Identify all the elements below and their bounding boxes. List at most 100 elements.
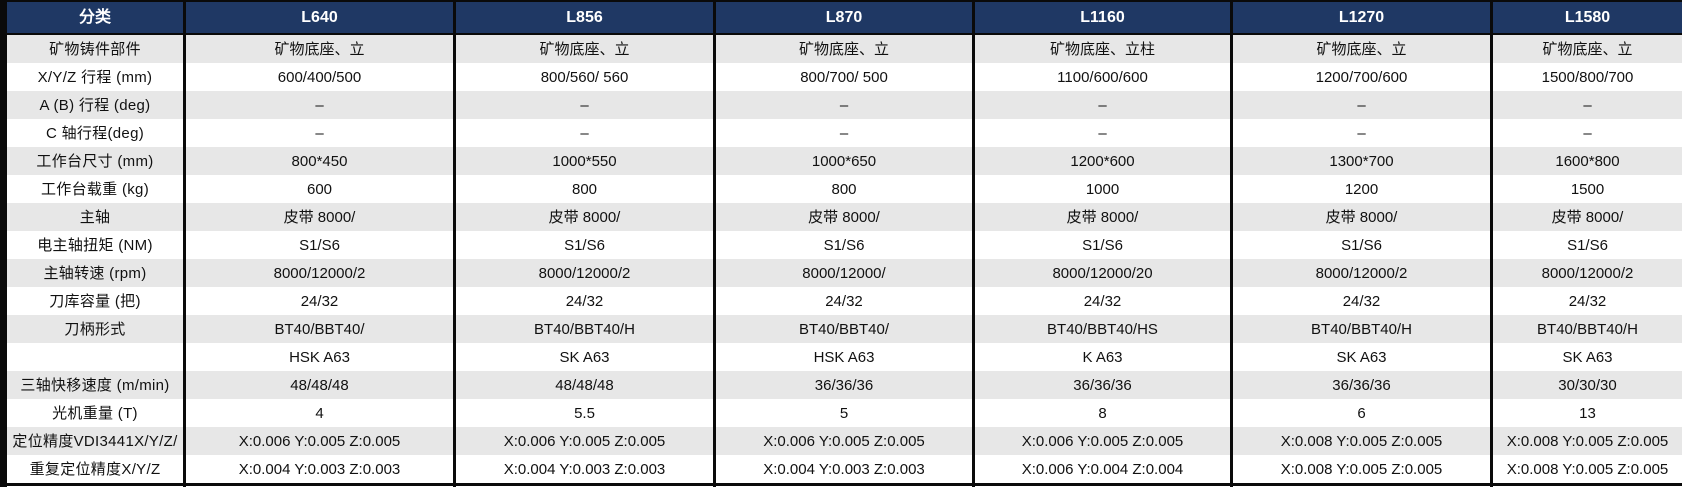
spec-cell: 8000/12000/2 xyxy=(183,259,453,287)
spec-cell: – xyxy=(713,91,972,119)
row-label: 工作台载重 (kg) xyxy=(40,180,149,198)
spec-cell: 8000/12000/ xyxy=(713,259,972,287)
spec-cell: X:0.006 Y:0.005 Z:0.005 xyxy=(713,427,972,455)
spec-cell: SK A63 xyxy=(1490,343,1682,371)
row-label: 刀库容量 (把) xyxy=(49,292,141,310)
spec-cell: 8000/12000/20 xyxy=(972,259,1230,287)
spec-cell: X:0.008 Y:0.005 Z:0.005 xyxy=(1490,427,1682,455)
column-header-model: L1270 xyxy=(1230,2,1490,33)
spec-cell: 1000 xyxy=(972,175,1230,203)
column-header-model: L1160 xyxy=(972,2,1230,33)
spec-cell: SK A63 xyxy=(453,343,713,371)
spec-cell: – xyxy=(453,91,713,119)
spec-cell: 皮带 8000/ xyxy=(183,203,453,231)
table-row: 电主轴扭矩 (NM) S1/S6 S1/S6 S1/S6 S1/S6 S1/S6 S1/S6 xyxy=(7,231,1682,259)
spec-cell: SK A63 xyxy=(1230,343,1490,371)
table-row: HSK A63 SK A63 HSK A63 K A63 SK A63 SK A63 xyxy=(7,343,1682,371)
table-row: 刀库容量 (把) 24/32 24/32 24/32 24/32 24/32 24/32 xyxy=(7,287,1682,315)
spec-cell: 8000/12000/2 xyxy=(1230,259,1490,287)
spec-cell: 800/700/ 500 xyxy=(713,63,972,91)
spec-cell: 8 xyxy=(972,399,1230,427)
table-row: 主轴转速 (rpm) 8000/12000/2 8000/12000/2 8000/1… xyxy=(7,259,1682,287)
row-label: 重复定位精度X/Y/Z xyxy=(29,460,161,478)
row-label: 主轴 xyxy=(79,208,111,226)
table-row: X/Y/Z 行程 (mm) 600/400/500 800/560/ 560 800/… xyxy=(7,63,1682,91)
row-label xyxy=(7,343,183,371)
spec-cell: 24/32 xyxy=(972,287,1230,315)
spec-cell: – xyxy=(972,119,1230,147)
spec-cell: S1/S6 xyxy=(1490,231,1682,259)
spec-cell: 1200 xyxy=(1230,175,1490,203)
spec-cell: X:0.008 Y:0.005 Z:0.005 xyxy=(1490,455,1682,483)
spec-cell: 24/32 xyxy=(1230,287,1490,315)
spec-cell: – xyxy=(1230,119,1490,147)
table-row: 重复定位精度X/Y/Z X:0.004 Y:0.003 Z:0.003 X:0.00… xyxy=(7,455,1682,483)
column-header-category: 分类 xyxy=(78,8,111,26)
spec-cell: – xyxy=(453,119,713,147)
row-label: 定位精度VDI3441X/Y/Z/ xyxy=(12,432,178,450)
spec-cell: 矿物底座、立柱 xyxy=(972,35,1230,63)
spec-cell: BT40/BBT40/H xyxy=(1230,315,1490,343)
column-header-model: L870 xyxy=(713,2,972,33)
table-row: 工作台尺寸 (mm) 800*450 1000*550 1000*650 1200*60… xyxy=(7,147,1682,175)
spec-cell: BT40/BBT40/H xyxy=(453,315,713,343)
spec-cell: 1500 xyxy=(1490,175,1682,203)
spec-cell: 1200*600 xyxy=(972,147,1230,175)
spec-cell: 30/30/30 xyxy=(1490,371,1682,399)
spec-cell: 皮带 8000/ xyxy=(972,203,1230,231)
spec-cell: X:0.008 Y:0.005 Z:0.005 xyxy=(1230,455,1490,483)
spec-cell: X:0.006 Y:0.004 Z:0.004 xyxy=(972,455,1230,483)
row-label: A (B) 行程 (deg) xyxy=(39,96,151,114)
spec-cell: X:0.004 Y:0.003 Z:0.003 xyxy=(183,455,453,483)
spec-cell: 1500/800/700 xyxy=(1490,63,1682,91)
spec-cell: 24/32 xyxy=(713,287,972,315)
spec-cell: 5.5 xyxy=(453,399,713,427)
column-header-model: L856 xyxy=(453,2,713,33)
spec-cell: 48/48/48 xyxy=(183,371,453,399)
spec-cell: 36/36/36 xyxy=(972,371,1230,399)
spec-cell: BT40/BBT40/ xyxy=(183,315,453,343)
table-body: 矿物铸件部件 矿物底座、立 矿物底座、立 矿物底座、立 矿物底座、立柱 矿物底座、立 矿物底… xyxy=(7,35,1682,483)
column-header-model: L640 xyxy=(183,2,453,33)
table-row: 工作台载重 (kg) 600 800 800 1000 1200 1500 xyxy=(7,175,1682,203)
spec-cell: 1300*700 xyxy=(1230,147,1490,175)
table-row: A (B) 行程 (deg) – – – – – – xyxy=(7,91,1682,119)
spec-cell: – xyxy=(972,91,1230,119)
spec-cell: 24/32 xyxy=(1490,287,1682,315)
table-row: 三轴快移速度 (m/min) 48/48/48 48/48/48 36/36/36 36… xyxy=(7,371,1682,399)
row-label: 工作台尺寸 (mm) xyxy=(36,152,154,170)
table-header-row: 分类 L640 L856 L870 L1160 L1270 L1580 xyxy=(7,2,1682,35)
row-label: 主轴转速 (rpm) xyxy=(43,264,147,282)
spec-cell: 36/36/36 xyxy=(1230,371,1490,399)
table-row: 定位精度VDI3441X/Y/Z/X:0.006 Y:0.005 Z:0.005… xyxy=(7,427,1682,455)
table-row: 光机重量 (T) 4 5.5 5 8 6 13 xyxy=(7,399,1682,427)
row-label: 刀柄形式 xyxy=(64,320,126,338)
spec-cell: X:0.006 Y:0.005 Z:0.005 xyxy=(972,427,1230,455)
spec-cell: 皮带 8000/ xyxy=(1490,203,1682,231)
spec-cell: 8000/12000/2 xyxy=(1490,259,1682,287)
spec-cell: S1/S6 xyxy=(972,231,1230,259)
spec-cell: 24/32 xyxy=(183,287,453,315)
spec-cell: 1200/700/600 xyxy=(1230,63,1490,91)
spec-cell: 皮带 8000/ xyxy=(453,203,713,231)
spec-cell: 800/560/ 560 xyxy=(453,63,713,91)
spec-cell: 800*450 xyxy=(183,147,453,175)
spec-cell: 6 xyxy=(1230,399,1490,427)
spec-cell: HSK A63 xyxy=(713,343,972,371)
spec-cell: X:0.004 Y:0.003 Z:0.003 xyxy=(713,455,972,483)
spec-cell: 600 xyxy=(183,175,453,203)
spec-cell: 矿物底座、立 xyxy=(1490,35,1682,63)
spec-cell: K A63 xyxy=(972,343,1230,371)
spec-cell: X:0.008 Y:0.005 Z:0.005 xyxy=(1230,427,1490,455)
spec-cell: 36/36/36 xyxy=(713,371,972,399)
spec-cell: – xyxy=(183,119,453,147)
table-bottom-border xyxy=(7,483,1682,486)
spec-cell: – xyxy=(1490,91,1682,119)
spec-cell: HSK A63 xyxy=(183,343,453,371)
column-header-model: L1580 xyxy=(1490,2,1682,33)
table-row: 主轴 皮带 8000/皮带 8000/皮带 8000/皮带 8000/皮带 800… xyxy=(7,203,1682,231)
spec-cell: 1100/600/600 xyxy=(972,63,1230,91)
spec-cell: – xyxy=(1490,119,1682,147)
spec-cell: 皮带 8000/ xyxy=(713,203,972,231)
table-row: 矿物铸件部件 矿物底座、立 矿物底座、立 矿物底座、立 矿物底座、立柱 矿物底座、立 矿物底… xyxy=(7,35,1682,63)
